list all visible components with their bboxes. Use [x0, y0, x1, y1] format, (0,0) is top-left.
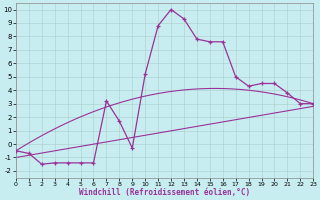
X-axis label: Windchill (Refroidissement éolien,°C): Windchill (Refroidissement éolien,°C)	[79, 188, 250, 197]
